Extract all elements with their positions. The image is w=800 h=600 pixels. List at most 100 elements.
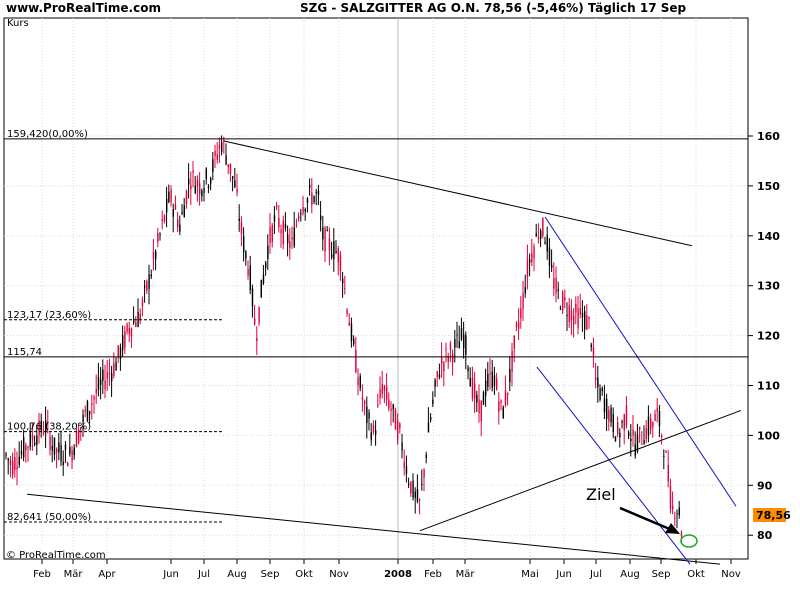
candle-body: [471, 377, 474, 399]
candle-body: [412, 480, 414, 498]
candle-body: [56, 448, 58, 453]
candle-body: [476, 394, 478, 403]
candlestick-series: [5, 135, 683, 544]
candle-body: [207, 186, 210, 188]
x-tick-label: 2008: [384, 569, 412, 580]
candle-body: [174, 204, 177, 210]
candle-body: [496, 378, 498, 390]
candle-body: [254, 318, 256, 325]
candle-body: [430, 417, 432, 421]
candle-body: [634, 444, 636, 456]
candle-body: [58, 442, 60, 453]
candle-body: [170, 189, 172, 203]
candle-body: [130, 328, 133, 337]
candle-body: [564, 297, 566, 301]
x-tick-label: Feb: [424, 569, 442, 580]
candle-body: [100, 379, 102, 385]
candle-body: [25, 445, 27, 451]
candle-body: [482, 392, 485, 405]
candle-body: [628, 432, 630, 437]
candle-body: [38, 420, 40, 436]
candle-body: [509, 368, 511, 383]
level-label: 123,17 (23,60%): [7, 310, 91, 321]
y-tick-label: 130: [757, 280, 780, 293]
candle-body: [119, 347, 122, 360]
candle-body: [315, 192, 317, 194]
candle-body: [366, 406, 368, 424]
candle-body: [111, 373, 113, 382]
candle-body: [306, 198, 309, 203]
candle-body: [460, 328, 463, 340]
candle-body: [214, 150, 216, 157]
candle-body: [581, 312, 584, 318]
x-tick-label: Aug: [620, 569, 640, 580]
last-price-label: 78,56: [756, 509, 791, 522]
candle-body: [641, 443, 643, 445]
candle-body: [474, 383, 476, 399]
candle-body: [144, 286, 146, 288]
candle-body: [421, 483, 423, 486]
candle-body: [216, 154, 218, 160]
candle-body: [133, 320, 135, 324]
candle-body: [346, 309, 348, 315]
candle-body: [590, 344, 592, 348]
candle-body: [588, 316, 590, 319]
candle-body: [282, 220, 284, 245]
candle-body: [612, 414, 614, 433]
candle-body: [553, 277, 555, 289]
candle-body: [359, 376, 361, 389]
channel-lower: [536, 366, 691, 565]
candle-body: [449, 343, 452, 350]
candle-body: [326, 230, 328, 232]
candle-body: [601, 388, 603, 392]
x-tick-label: Nov: [329, 569, 349, 580]
candle-body: [298, 216, 300, 220]
candle-body: [243, 236, 245, 253]
candle-body: [647, 416, 650, 436]
candle-body: [181, 211, 183, 214]
candle-body: [379, 389, 381, 398]
candle-body: [551, 264, 553, 268]
site-url: www.ProRealTime.com: [6, 1, 161, 15]
candle-body: [548, 247, 551, 266]
candle-body: [179, 224, 181, 232]
candle-body: [108, 372, 111, 375]
candle-body: [177, 219, 179, 228]
candle-body: [643, 439, 645, 445]
x-tick-label: Mär: [456, 569, 476, 580]
candle-body: [73, 447, 75, 456]
candle-body: [328, 237, 331, 251]
x-tick-label: Nov: [721, 569, 741, 580]
candle-body: [465, 335, 467, 355]
candle-body: [27, 446, 29, 448]
x-tick-label: Sep: [261, 569, 280, 580]
candle-body: [115, 362, 117, 371]
candle-body: [258, 306, 260, 323]
candle-body: [372, 424, 375, 433]
candle-body: [544, 241, 546, 244]
gridlines: [4, 18, 748, 559]
candle-body: [201, 190, 203, 197]
candle-body: [513, 335, 515, 349]
candle-body: [89, 411, 91, 415]
x-tick-label: Apr: [98, 569, 116, 580]
candle-body: [322, 227, 324, 240]
candle-body: [64, 444, 67, 450]
candle-body: [423, 469, 425, 478]
ziel-annotation: Ziel: [586, 485, 616, 504]
candle-body: [91, 403, 93, 405]
chart-title: SZG - SALZGITTER AG O.N. 78,56 (-5,46%) …: [300, 1, 687, 15]
candle-body: [7, 458, 9, 461]
candle-body: [636, 434, 639, 452]
y-axis: 80 90 100 110 120 130 140 150 160: [748, 130, 780, 542]
candle-body: [672, 505, 674, 510]
candle-body: [493, 375, 496, 387]
candle-body: [399, 423, 401, 429]
candle-body: [656, 408, 658, 412]
candle-body: [566, 314, 568, 317]
candle-body: [575, 303, 577, 313]
candle-body: [357, 377, 359, 386]
candle-body: [467, 367, 469, 372]
candle-body: [454, 339, 456, 348]
candle-body: [504, 390, 507, 405]
